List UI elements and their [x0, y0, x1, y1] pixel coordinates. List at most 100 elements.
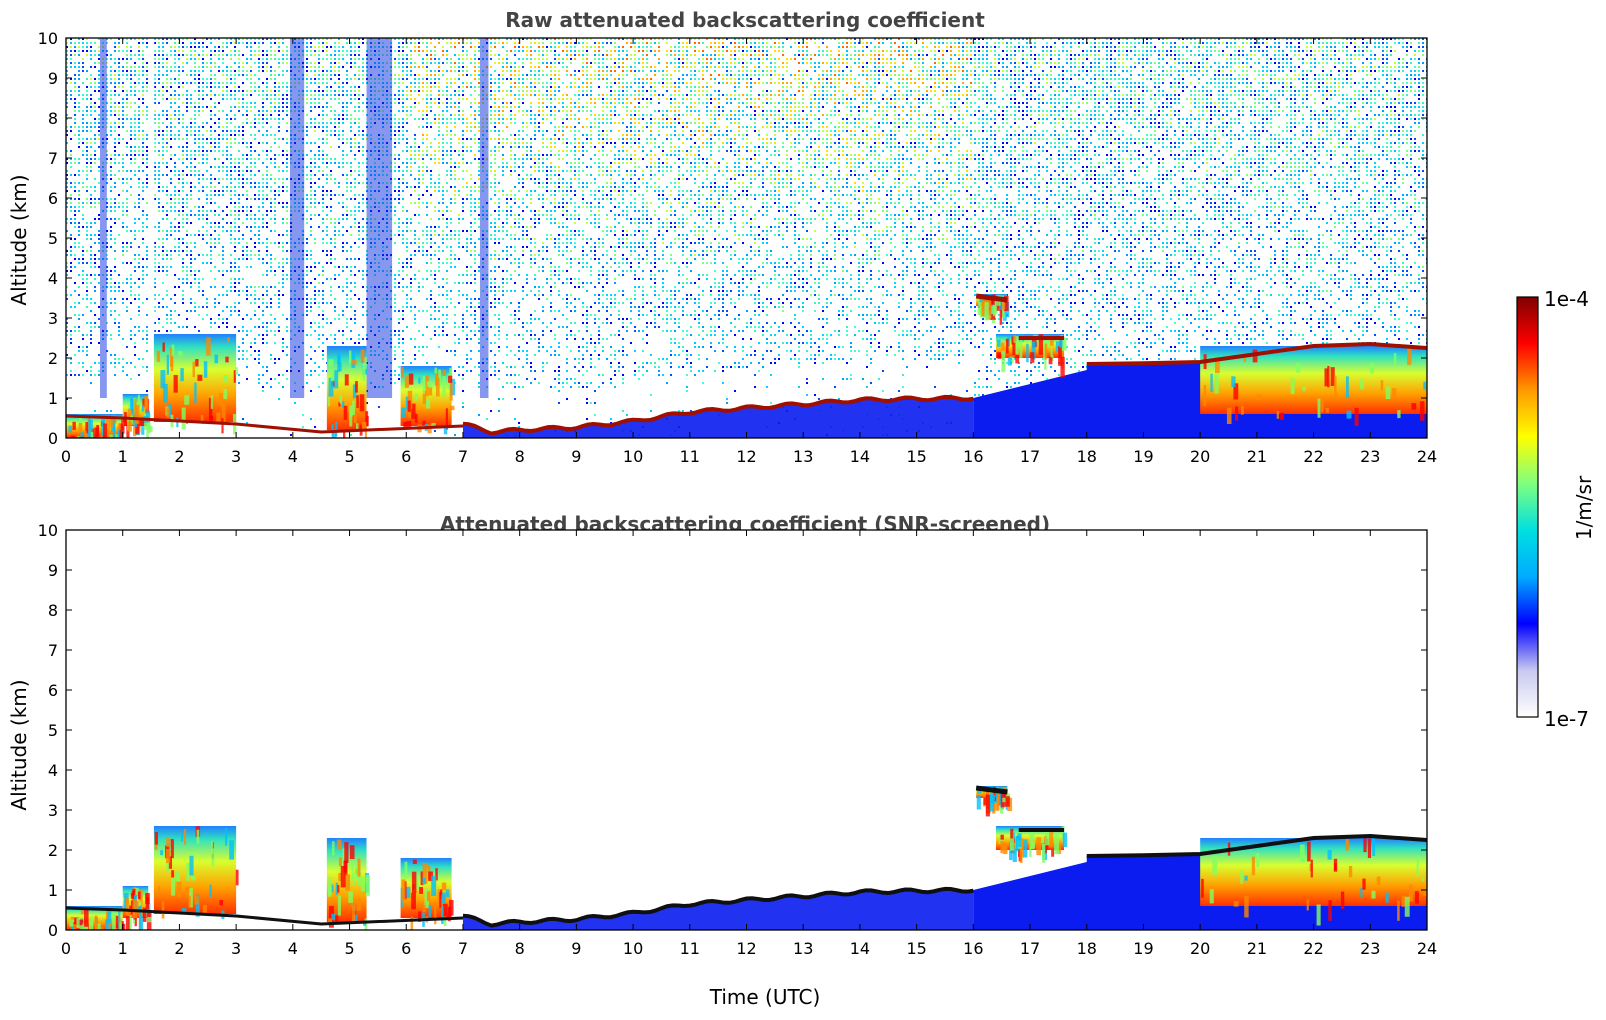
top-y-tick-label: 7	[48, 149, 58, 168]
bottom-cloud-5	[976, 786, 1013, 817]
bottom-bl-top-line	[462, 886, 974, 928]
bottom-x-tick-label: 17	[1020, 939, 1040, 958]
bottom-y-tick-label: 6	[48, 681, 58, 700]
top-x-tick-label: 13	[793, 447, 813, 466]
top-bl-top-line	[462, 394, 974, 436]
bottom-y-tick-label: 5	[48, 721, 58, 740]
top-x-tick-label: 15	[906, 447, 926, 466]
top-y-axis-label: Altitude (km)	[7, 174, 31, 305]
bottom-x-tick-label: 19	[1133, 939, 1153, 958]
top-x-tick-label: 18	[1077, 447, 1097, 466]
bottom-cloud-1	[122, 886, 152, 930]
bottom-x-tick-label: 21	[1247, 939, 1267, 958]
bottom-cloud-0	[66, 906, 126, 930]
bottom-x-tick-label: 5	[344, 939, 354, 958]
top-cloud-7	[1200, 346, 1427, 426]
bottom-x-tick-label: 8	[515, 939, 525, 958]
top-y-tick-labels: 0 1 2 3 4 5 6 7 8 9 10	[38, 29, 1427, 448]
top-y-tick-label: 0	[48, 429, 58, 448]
top-x-tick-label: 9	[571, 447, 581, 466]
top-cloud-4	[400, 366, 456, 435]
top-upper-layer-line	[1086, 341, 1427, 366]
bottom-x-tick-label: 9	[571, 939, 581, 958]
top-cloud-1	[122, 394, 153, 438]
top-elevated-layer	[975, 293, 1008, 303]
bottom-x-tick-label: 18	[1077, 939, 1097, 958]
top-x-tick-label: 0	[61, 447, 71, 466]
bottom-x-tick-label: 22	[1303, 939, 1323, 958]
top-x-tick-label: 16	[963, 447, 983, 466]
bottom-x-tick-label: 4	[288, 939, 298, 958]
top-x-tick-label: 3	[231, 447, 241, 466]
bottom-x-tick-label: 12	[736, 939, 756, 958]
bottom-x-tick-label: 0	[61, 939, 71, 958]
bottom-y-tick-label: 2	[48, 841, 58, 860]
bottom-y-tick-labels: 0 1 2 3 4 5 6 7 8 9 10	[38, 521, 1427, 940]
top-y-tick-label: 2	[48, 349, 58, 368]
top-x-tick-label: 17	[1020, 447, 1040, 466]
top-y-tick-label: 5	[48, 229, 58, 248]
top-cloud-layers	[66, 294, 1427, 438]
top-early-layer-line	[66, 414, 464, 434]
top-x-tick-label: 5	[344, 447, 354, 466]
top-x-tick-label: 1	[118, 447, 128, 466]
top-streak	[289, 38, 305, 398]
top-streak	[100, 38, 107, 398]
top-x-tick-label: 2	[174, 447, 184, 466]
colorbar-min-label: 1e-7	[1544, 707, 1589, 731]
top-x-tick-label: 12	[736, 447, 756, 466]
bottom-plot-area	[65, 529, 1428, 931]
top-y-tick-label: 8	[48, 109, 58, 128]
top-x-tick-labels: 0 1 2 3 4 5 6 7 8 9 10 11 12 13 14 15 16 17 18 19 20 21 22 23 24	[61, 38, 1437, 466]
top-streak	[366, 38, 393, 398]
top-x-tick-label: 8	[515, 447, 525, 466]
bottom-x-tick-label: 2	[174, 939, 184, 958]
top-panel: Raw attenuated backscattering coefficien…	[7, 8, 1437, 466]
top-cloud-3	[326, 346, 369, 438]
bottom-y-tick-label: 7	[48, 641, 58, 660]
bottom-panel: Attenuated backscattering coefficient (S…	[7, 512, 1437, 1009]
bottom-x-tick-label: 7	[458, 939, 468, 958]
top-cloud-2	[153, 334, 238, 435]
top-y-tick-label: 4	[48, 269, 58, 288]
bottom-upper-layer-line	[1086, 833, 1427, 858]
bottom-x-tick-label: 3	[231, 939, 241, 958]
top-cloud-0	[66, 414, 126, 438]
bottom-x-tick-label: 20	[1190, 939, 1210, 958]
top-y-tick-label: 1	[48, 389, 58, 408]
top-noise-field	[66, 38, 1427, 438]
top-y-tick-label: 9	[48, 69, 58, 88]
top-streak	[479, 38, 489, 398]
top-x-tick-label: 21	[1247, 447, 1267, 466]
bottom-y-tick-label: 9	[48, 561, 58, 580]
bottom-y-tick-label: 0	[48, 921, 58, 940]
bottom-y-tick-label: 3	[48, 801, 58, 820]
colorbar-gradient	[1516, 296, 1539, 718]
bottom-cloud-4	[400, 858, 454, 930]
top-x-tick-label: 4	[288, 447, 298, 466]
top-plot-area	[65, 37, 1428, 439]
top-y-tick-label: 6	[48, 189, 58, 208]
bottom-x-tick-label: 15	[906, 939, 926, 958]
top-x-tick-label: 7	[458, 447, 468, 466]
colorbar-unit-label: 1/m/sr	[1572, 475, 1596, 540]
colorbar-max-label: 1e-4	[1544, 287, 1589, 311]
bottom-y-tick-label: 10	[38, 521, 58, 540]
bottom-x-tick-label: 14	[850, 939, 870, 958]
bottom-x-tick-label: 10	[623, 939, 643, 958]
bottom-cloud-2	[153, 826, 239, 919]
top-x-tick-label: 6	[401, 447, 411, 466]
bottom-cloud-3	[326, 838, 370, 930]
top-x-tick-label: 22	[1303, 447, 1323, 466]
bottom-x-tick-label: 6	[401, 939, 411, 958]
top-y-tick-label: 10	[38, 29, 58, 48]
bottom-x-tick-label: 1	[118, 939, 128, 958]
top-panel-title: Raw attenuated backscattering coefficien…	[505, 8, 985, 32]
top-x-tick-label: 23	[1360, 447, 1380, 466]
bottom-y-axis-label: Altitude (km)	[7, 679, 31, 810]
bottom-early-layer-line	[66, 906, 464, 926]
colorbar: 1e-4 1e-7 1/m/sr	[1516, 287, 1596, 731]
bottom-x-tick-label: 16	[963, 939, 983, 958]
top-x-tick-label: 14	[850, 447, 870, 466]
